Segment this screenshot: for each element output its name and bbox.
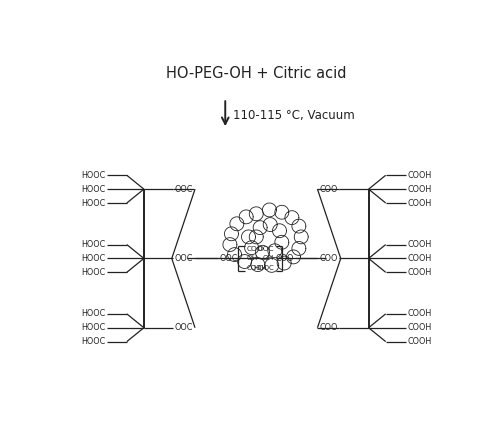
Text: OOC: OOC (220, 254, 238, 263)
Text: COOH: COOH (408, 171, 432, 180)
Text: HOOC: HOOC (254, 265, 274, 271)
Text: OOC: OOC (175, 184, 193, 194)
Text: OOC: OOC (258, 246, 274, 252)
Text: HOOC: HOOC (81, 198, 105, 207)
Text: OOC: OOC (175, 323, 193, 332)
Text: COOH: COOH (408, 240, 432, 249)
Text: COOH: COOH (408, 337, 432, 346)
Text: HOOC: HOOC (81, 240, 105, 249)
Text: COOH: COOH (408, 309, 432, 319)
Text: 110-115 °C, Vacuum: 110-115 °C, Vacuum (233, 109, 355, 122)
Text: COOH: COOH (408, 323, 432, 332)
Text: HOOC: HOOC (81, 323, 105, 332)
Text: COOH: COOH (408, 268, 432, 277)
Text: COOH: COOH (408, 198, 432, 207)
Text: COO: COO (320, 323, 338, 332)
Text: COOH: COOH (246, 265, 267, 271)
Text: COOH: COOH (408, 184, 432, 194)
Text: COO: COO (320, 184, 338, 194)
Text: OH: OH (246, 256, 258, 261)
Text: OH: OH (263, 256, 274, 261)
Text: HOOC: HOOC (81, 309, 105, 319)
Text: HOOC: HOOC (81, 337, 105, 346)
Text: HOOC: HOOC (81, 254, 105, 263)
Text: HO-PEG-OH + Citric acid: HO-PEG-OH + Citric acid (166, 66, 346, 81)
Text: COOH: COOH (408, 254, 432, 263)
Text: COO: COO (320, 254, 338, 263)
Text: COO: COO (276, 254, 294, 263)
Text: OOC: OOC (175, 254, 193, 263)
Text: COO: COO (246, 246, 262, 252)
Text: HOOC: HOOC (81, 268, 105, 277)
Text: HOOC: HOOC (81, 171, 105, 180)
Text: HOOC: HOOC (81, 184, 105, 194)
